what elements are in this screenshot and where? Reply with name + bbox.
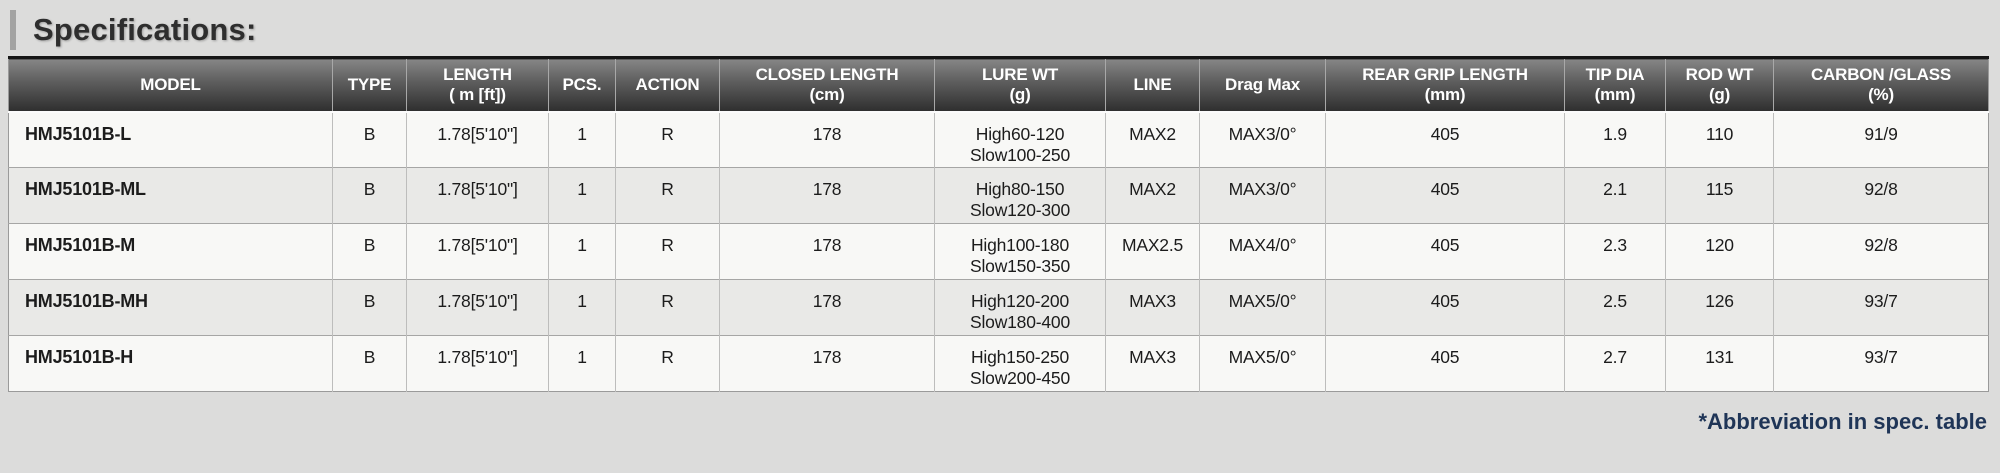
column-header-lure_wt: LURE WT (g)	[934, 57, 1106, 113]
cell-closed_length: 178	[719, 111, 935, 168]
cell-tip_dia: 2.3	[1564, 223, 1666, 280]
cell-pcs: 1	[548, 167, 616, 224]
cell-length: 1.78[5'10"]	[406, 167, 549, 224]
table-row: HMJ5101B-H B 1.78[5'10"] 1 R 178 High150-250 S…	[8, 335, 1989, 392]
cell-pcs: 1	[548, 223, 616, 280]
table-row: HMJ5101B-MH B 1.78[5'10"] 1 R 178 High120-200 …	[8, 279, 1989, 336]
column-header-rear_grip: REAR GRIP LENGTH (mm)	[1325, 57, 1565, 113]
cell-action: R	[615, 279, 720, 336]
column-header-pcs: PCS.	[548, 57, 616, 113]
cell-action: R	[615, 223, 720, 280]
cell-lure_wt: High150-250 Slow200-450	[934, 335, 1106, 392]
cell-line: MAX2.5	[1105, 223, 1200, 280]
column-header-carbon_glass: CARBON /GLASS (%)	[1773, 57, 1989, 113]
table-row: HMJ5101B-M B 1.78[5'10"] 1 R 178 High100-180 S…	[8, 223, 1989, 280]
cell-tip_dia: 2.7	[1564, 335, 1666, 392]
cell-lure_wt: High80-150 Slow120-300	[934, 167, 1106, 224]
cell-rod_wt: 120	[1665, 223, 1774, 280]
cell-rear_grip: 405	[1325, 279, 1565, 336]
cell-tip_dia: 1.9	[1564, 111, 1666, 168]
cell-closed_length: 178	[719, 167, 935, 224]
cell-closed_length: 178	[719, 279, 935, 336]
table-row: HMJ5101B-L B 1.78[5'10"] 1 R 178 High60-120 Sl…	[8, 111, 1989, 168]
cell-carbon_glass: 92/8	[1773, 223, 1989, 280]
cell-type: B	[332, 279, 407, 336]
cell-carbon_glass: 93/7	[1773, 335, 1989, 392]
cell-action: R	[615, 167, 720, 224]
column-header-type: TYPE	[332, 57, 407, 113]
cell-action: R	[615, 335, 720, 392]
cell-type: B	[332, 223, 407, 280]
column-header-length: LENGTH ( m [ft])	[406, 57, 549, 113]
cell-model: HMJ5101B-L	[8, 111, 333, 168]
cell-pcs: 1	[548, 111, 616, 168]
cell-tip_dia: 2.5	[1564, 279, 1666, 336]
cell-length: 1.78[5'10"]	[406, 111, 549, 168]
cell-rear_grip: 405	[1325, 111, 1565, 168]
cell-closed_length: 178	[719, 335, 935, 392]
cell-tip_dia: 2.1	[1564, 167, 1666, 224]
cell-lure_wt: High100-180 Slow150-350	[934, 223, 1106, 280]
column-header-rod_wt: ROD WT (g)	[1665, 57, 1774, 113]
cell-length: 1.78[5'10"]	[406, 279, 549, 336]
cell-model: HMJ5101B-M	[8, 223, 333, 280]
cell-lure_wt: High60-120 Slow100-250	[934, 111, 1106, 168]
cell-carbon_glass: 93/7	[1773, 279, 1989, 336]
footnote: *Abbreviation in spec. table	[1698, 409, 1987, 434]
cell-model: HMJ5101B-ML	[8, 167, 333, 224]
cell-rod_wt: 126	[1665, 279, 1774, 336]
table-row: HMJ5101B-ML B 1.78[5'10"] 1 R 178 High80-150 S…	[8, 167, 1989, 224]
cell-length: 1.78[5'10"]	[406, 223, 549, 280]
cell-type: B	[332, 167, 407, 224]
cell-rod_wt: 115	[1665, 167, 1774, 224]
column-header-closed_length: CLOSED LENGTH (cm)	[719, 57, 935, 113]
table-header-row: MODEL TYPE LENGTH ( m [ft]) PCS. ACTION CLOSE…	[8, 57, 1989, 113]
column-header-drag_max: Drag Max	[1199, 57, 1326, 113]
cell-rear_grip: 405	[1325, 223, 1565, 280]
cell-rear_grip: 405	[1325, 167, 1565, 224]
column-header-tip_dia: TIP DIA (mm)	[1564, 57, 1666, 113]
cell-drag_max: MAX3/0°	[1199, 111, 1326, 168]
cell-rod_wt: 131	[1665, 335, 1774, 392]
cell-pcs: 1	[548, 279, 616, 336]
cell-model: HMJ5101B-MH	[8, 279, 333, 336]
cell-carbon_glass: 92/8	[1773, 167, 1989, 224]
cell-closed_length: 178	[719, 223, 935, 280]
cell-line: MAX2	[1105, 111, 1200, 168]
cell-line: MAX3	[1105, 335, 1200, 392]
cell-line: MAX3	[1105, 279, 1200, 336]
title-row: Specifications:	[0, 0, 2000, 56]
column-header-line: LINE	[1105, 57, 1200, 113]
cell-type: B	[332, 335, 407, 392]
cell-drag_max: MAX5/0°	[1199, 279, 1326, 336]
cell-drag_max: MAX5/0°	[1199, 335, 1326, 392]
cell-type: B	[332, 111, 407, 168]
cell-drag_max: MAX3/0°	[1199, 167, 1326, 224]
cell-carbon_glass: 91/9	[1773, 111, 1989, 168]
cell-action: R	[615, 111, 720, 168]
column-header-model: MODEL	[8, 57, 333, 113]
cell-lure_wt: High120-200 Slow180-400	[934, 279, 1106, 336]
title-accent-bar	[10, 10, 16, 50]
cell-rear_grip: 405	[1325, 335, 1565, 392]
cell-pcs: 1	[548, 335, 616, 392]
column-header-action: ACTION	[615, 57, 720, 113]
cell-length: 1.78[5'10"]	[406, 335, 549, 392]
cell-rod_wt: 110	[1665, 111, 1774, 168]
page-title: Specifications:	[33, 12, 257, 47]
cell-line: MAX2	[1105, 167, 1200, 224]
spec-table: MODEL TYPE LENGTH ( m [ft]) PCS. ACTION CLOSE…	[8, 56, 1989, 392]
cell-model: HMJ5101B-H	[8, 335, 333, 392]
cell-drag_max: MAX4/0°	[1199, 223, 1326, 280]
